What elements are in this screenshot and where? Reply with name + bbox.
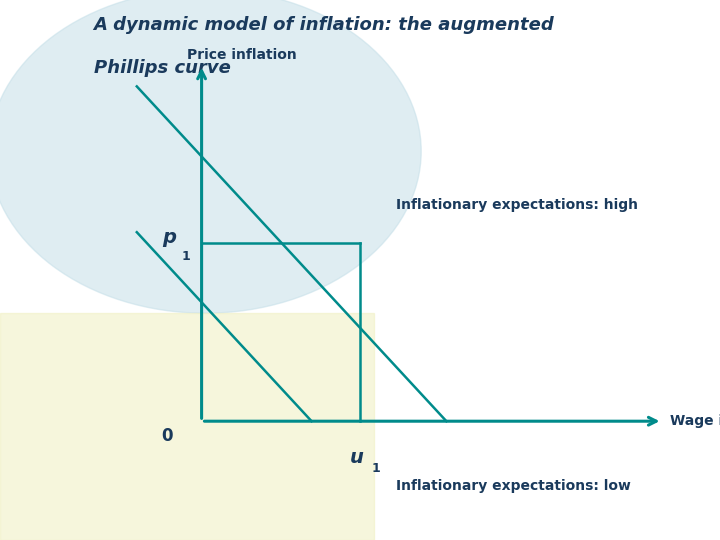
Text: p: p <box>163 228 176 247</box>
Text: Inflationary expectations: high: Inflationary expectations: high <box>396 198 638 212</box>
Text: 0: 0 <box>161 427 173 444</box>
Text: u: u <box>349 448 364 467</box>
Text: A dynamic model of inflation: the augmented: A dynamic model of inflation: the augmen… <box>94 16 554 34</box>
Text: Phillips curve: Phillips curve <box>94 59 230 77</box>
FancyBboxPatch shape <box>0 313 374 540</box>
Circle shape <box>0 0 421 313</box>
Text: Price inflation: Price inflation <box>187 48 297 62</box>
Text: Inflationary expectations: low: Inflationary expectations: low <box>396 479 631 493</box>
Text: 1: 1 <box>372 462 380 475</box>
Text: 1: 1 <box>182 250 191 263</box>
Text: Wage inflation: Wage inflation <box>670 414 720 428</box>
